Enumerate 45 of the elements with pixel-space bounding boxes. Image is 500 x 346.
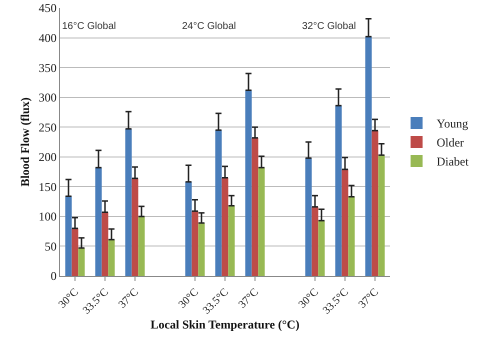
y-axis-title: Blood Flow (flux) [18,97,32,187]
bar [138,216,145,276]
y-tick-label: 0 [50,269,57,284]
x-axis-title: Local Skin Temperature (°C) [150,318,300,332]
bar [318,220,325,276]
y-tick-label: 400 [38,30,57,45]
y-tick-label: 300 [38,90,57,105]
legend-label: Young [436,116,468,131]
y-tick-label: 200 [38,150,57,164]
bar [348,196,355,276]
legend-label: Older [436,136,464,150]
bar [222,178,228,276]
bar [335,106,342,276]
bar [72,228,78,276]
bar [372,130,378,276]
bar [245,90,252,276]
bar [132,178,138,276]
bar [108,240,115,276]
bar [185,182,192,276]
y-tick-label: 100 [38,210,57,224]
annotation: 32°C Global [302,21,356,32]
bar [228,206,235,276]
annotation: 16°C Global [62,21,116,32]
legend-label: Diabet [436,154,470,169]
bar [312,206,318,276]
y-tick-label: 50 [44,239,57,254]
bar [95,168,102,276]
bar [365,36,372,276]
bar [192,211,198,276]
bar [305,158,312,276]
y-tick-label: 350 [38,60,57,75]
bar [125,128,132,276]
y-tick-label: 250 [38,120,57,134]
bar [342,169,348,276]
bar [378,155,385,276]
bar [215,130,222,276]
bar [258,168,265,276]
bar [78,248,85,276]
annotation: 24°C Global [182,21,236,32]
y-tick-label: 450 [38,1,57,16]
bar [252,138,258,276]
bar [198,223,205,276]
bar [65,196,72,276]
bar [102,212,108,276]
y-tick-label: 150 [38,180,57,194]
